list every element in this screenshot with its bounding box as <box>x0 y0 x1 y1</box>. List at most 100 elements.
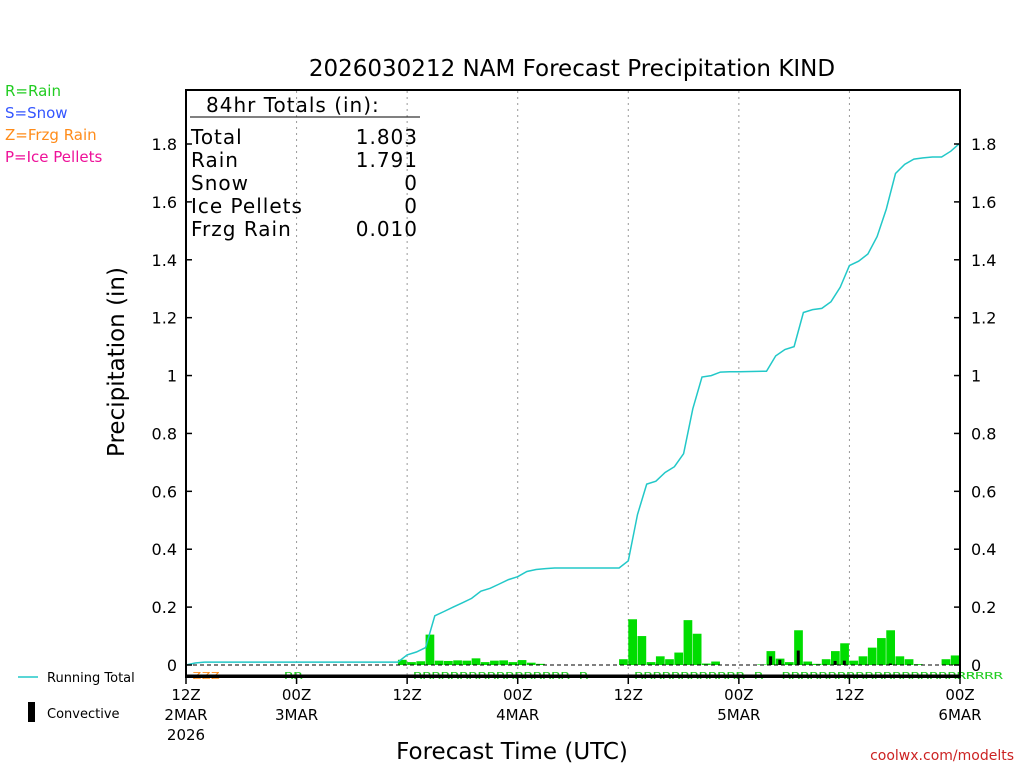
hourly-bar <box>628 619 637 665</box>
y-axis-title: Precipitation (in) <box>104 267 130 457</box>
hourly-bar <box>425 634 435 665</box>
hourly-bar <box>434 660 444 665</box>
series-legend: Running Total Convective <box>18 671 135 722</box>
convective-swatch <box>28 702 35 722</box>
y-tick-label: 0 <box>167 656 177 675</box>
convective-bar <box>778 659 782 665</box>
credit-text: coolwx.com/modelts <box>870 748 1014 764</box>
totals-label: Rain <box>191 148 239 172</box>
hourly-bar <box>490 660 499 665</box>
totals-value: 0 <box>404 194 418 218</box>
x-tick-label: 00Z <box>503 686 532 704</box>
hourly-bar <box>821 659 831 665</box>
type-legend-item: R=Rain <box>5 82 61 100</box>
hourly-bar <box>407 662 416 665</box>
hourly-bar <box>480 662 490 665</box>
x-axis: 12Z 2MAR 2026 00Z 3MAR 12Z 00Z 4MAR 12Z 00Z 5MAR 12… <box>164 677 982 744</box>
x-tick-label: 2026 <box>167 726 205 744</box>
totals-value: 0 <box>404 171 418 195</box>
hourly-bar <box>895 656 905 665</box>
hourly-bar <box>517 660 527 665</box>
type-legend-item: S=Snow <box>5 104 68 122</box>
hourly-bar <box>794 630 803 665</box>
ptype-label: RR <box>957 671 977 682</box>
y-axis-right: 0 0.2 0.4 0.6 0.8 1 1.2 1.4 1.6 1.8 <box>954 135 996 675</box>
hourly-bar <box>831 651 840 665</box>
y-tick-label: 1.6 <box>152 193 177 212</box>
convective-bar <box>833 660 837 665</box>
hourly-bar <box>536 663 545 665</box>
hourly-bar <box>840 643 849 665</box>
totals-label: Total <box>190 125 243 149</box>
x-tick-label: 12Z <box>392 686 421 704</box>
convective-bar <box>769 656 773 665</box>
y-tick-label: 0 <box>971 656 981 675</box>
y-tick-label: 1.8 <box>971 135 996 154</box>
hourly-bar <box>784 662 794 665</box>
hourly-bar <box>462 660 472 665</box>
y-tick-label: 1 <box>971 367 981 386</box>
hourly-bars <box>397 619 960 665</box>
y-tick-label: 1.8 <box>152 135 177 154</box>
totals-label: Ice Pellets <box>191 194 303 218</box>
y-tick-label: 1.2 <box>971 309 996 328</box>
hourly-bar <box>646 662 656 665</box>
x-tick-label: 2MAR <box>164 706 207 724</box>
totals-value: 0.010 <box>356 217 418 241</box>
hourly-bar <box>692 633 702 665</box>
x-tick-label: 12Z <box>614 686 643 704</box>
hourly-bar <box>471 658 481 665</box>
x-tick-label: 3MAR <box>275 706 318 724</box>
y-tick-label: 0.2 <box>152 598 177 617</box>
hourly-bar <box>702 663 711 665</box>
totals-heading: 84hr Totals (in): <box>206 93 380 117</box>
x-tick-label: 6MAR <box>938 706 981 724</box>
hourly-bar <box>711 661 720 665</box>
hourly-bar <box>619 659 628 665</box>
totals-label: Snow <box>191 171 249 195</box>
x-tick-label: 5MAR <box>717 706 760 724</box>
hourly-bar <box>913 664 923 665</box>
running-total-line <box>185 142 961 666</box>
running-total-legend-label: Running Total <box>47 671 135 686</box>
convective-bar <box>796 650 800 665</box>
hourly-bar <box>674 652 684 665</box>
y-axis-left: 0 0.2 0.4 0.6 0.8 1 1.2 1.4 1.6 1.8 <box>152 135 192 675</box>
hourly-bar <box>877 638 886 665</box>
y-tick-label: 0.8 <box>152 424 177 443</box>
hourly-bar <box>858 656 868 665</box>
type-legend-item: Z=Frzg Rain <box>5 126 97 144</box>
type-legend-item: P=Ice Pellets <box>5 148 102 166</box>
totals-value: 1.791 <box>356 148 418 172</box>
hourly-bar <box>941 659 951 665</box>
hourly-bar <box>655 656 665 665</box>
hourly-bar <box>453 660 462 665</box>
totals-label: Frzg Rain <box>191 217 292 241</box>
y-tick-label: 0.6 <box>971 482 996 501</box>
totals-box: 84hr Totals (in): Total 1.803 Rain 1.791 Snow… <box>190 93 420 241</box>
convective-bar <box>842 660 846 665</box>
y-tick-label: 0.4 <box>971 540 996 559</box>
y-tick-label: 0.4 <box>152 540 177 559</box>
hourly-bar <box>812 663 822 665</box>
hourly-bar <box>803 661 813 665</box>
x-tick-label: 12Z <box>835 686 864 704</box>
y-tick-label: 1.4 <box>152 251 177 270</box>
hourly-bar <box>665 659 674 665</box>
hourly-bar <box>849 660 859 665</box>
y-tick-label: 1 <box>167 367 177 386</box>
hourly-bar <box>637 636 647 665</box>
y-tick-label: 1.2 <box>152 309 177 328</box>
convective-bar <box>888 663 892 665</box>
x-axis-title: Forecast Time (UTC) <box>396 739 628 765</box>
y-tick-label: 0.6 <box>152 482 177 501</box>
y-tick-label: 0.2 <box>971 598 996 617</box>
y-tick-label: 1.6 <box>971 193 996 212</box>
y-tick-label: 0.8 <box>971 424 996 443</box>
hourly-bar <box>508 662 518 665</box>
hourly-bar <box>397 659 407 665</box>
x-tick-label: 00Z <box>282 686 311 704</box>
plot-frame <box>185 89 961 678</box>
x-tick-label: 12Z <box>171 686 200 704</box>
